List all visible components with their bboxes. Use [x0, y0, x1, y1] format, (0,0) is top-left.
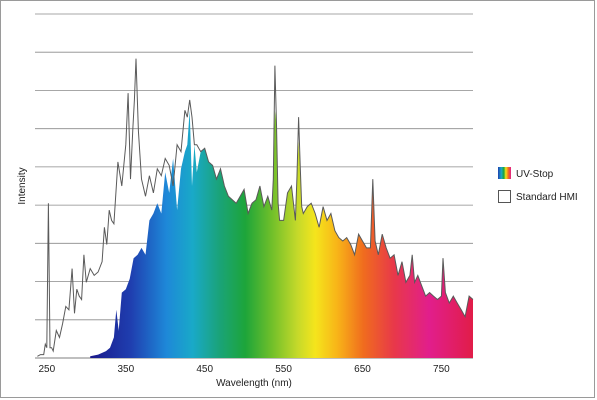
uv-stop-area	[90, 110, 473, 358]
x-tick-label: 550	[275, 364, 292, 375]
x-tick-label: 750	[433, 364, 450, 375]
legend-label-uv-stop: UV-Stop	[516, 169, 554, 180]
x-tick-label: 650	[354, 364, 371, 375]
standard-hmi-line	[37, 58, 474, 357]
legend-label-standard-hmi: Standard HMI	[516, 192, 578, 203]
x-axis-ticks: 250 350 450 550 650 750	[38, 364, 450, 375]
x-axis-title: Wavelength (nm)	[216, 378, 292, 389]
legend: UV-Stop Standard HMI	[498, 167, 578, 203]
legend-swatch-uv-stop	[498, 167, 511, 179]
x-tick-label: 350	[117, 364, 134, 375]
y-axis-title: Intensity	[17, 167, 28, 204]
x-tick-label: 450	[196, 364, 213, 375]
legend-swatch-standard-hmi	[498, 190, 511, 203]
x-tick-label: 250	[38, 364, 55, 375]
